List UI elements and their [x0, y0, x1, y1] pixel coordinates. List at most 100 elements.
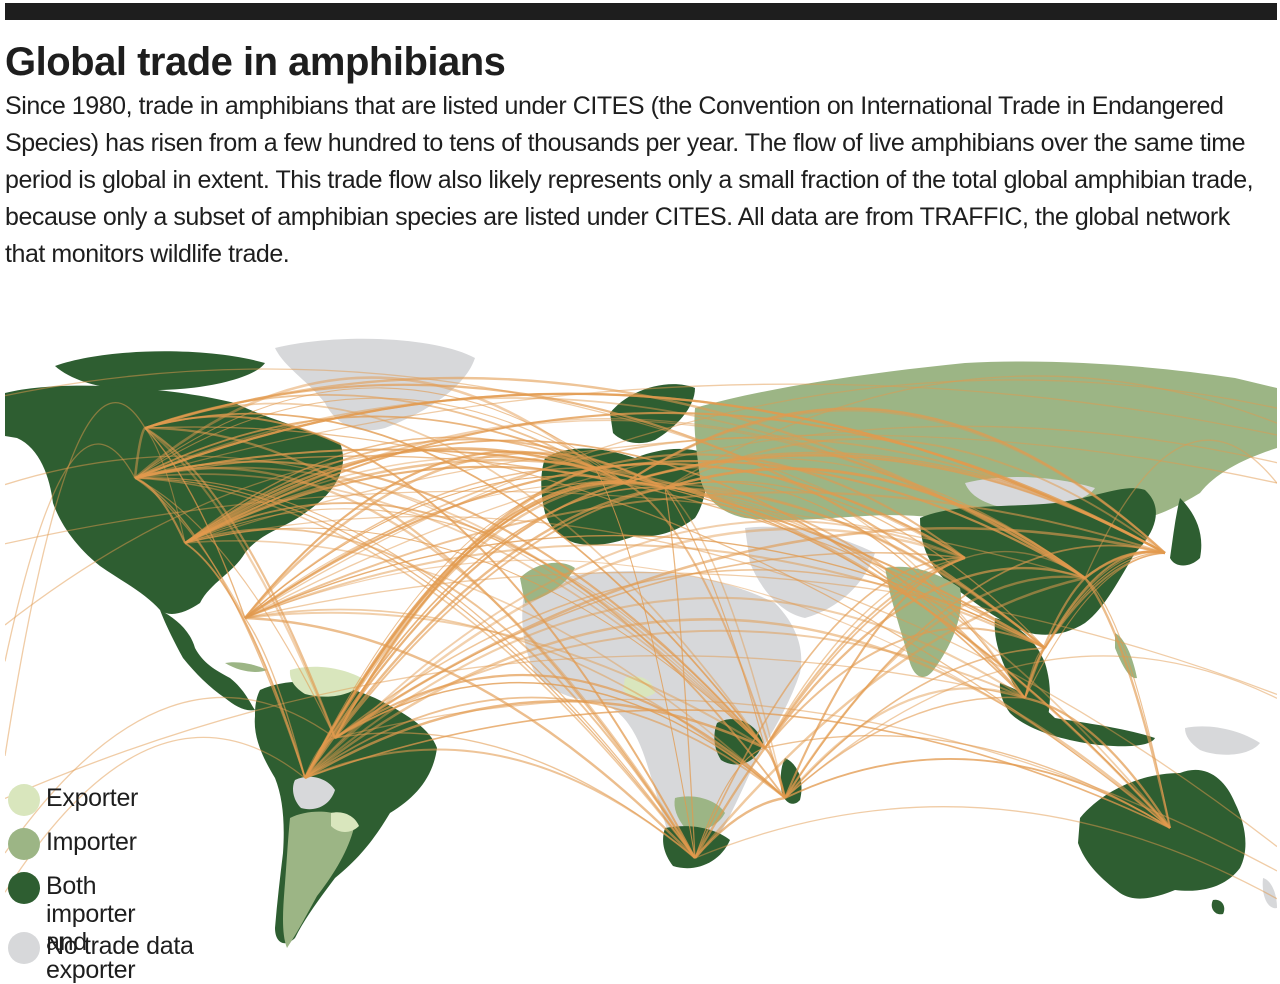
trade-flow-arc	[144, 427, 246, 619]
legend-item-exporter: Exporter	[8, 784, 138, 816]
region-west-africa-exporter	[623, 676, 655, 698]
trade-flow-arc	[244, 425, 1277, 619]
trade-flow-arc	[244, 611, 766, 749]
trade-flow-arc	[304, 486, 666, 779]
trade-flow-arc	[134, 466, 766, 749]
trade-flow-arc	[134, 383, 1277, 479]
trade-flow-arc	[664, 487, 1171, 829]
trade-flow-arc	[5, 455, 766, 749]
trade-flow-arc	[134, 477, 696, 859]
trade-flow-arc	[184, 418, 1086, 579]
trade-flow-arc	[664, 487, 786, 799]
trade-flow-arc	[134, 477, 306, 779]
region-canadian-arctic	[55, 351, 265, 391]
trade-flow-arc	[304, 709, 1171, 829]
trade-flow-arc	[334, 551, 966, 739]
trade-flow-arc	[664, 486, 1046, 649]
trade-flow-arc	[304, 699, 766, 780]
trade-flow-arc	[134, 477, 696, 859]
trade-flow-arc	[134, 455, 1046, 649]
region-paraguay-exporter	[331, 812, 359, 832]
trade-flow-arc	[304, 596, 1026, 779]
trade-flow-arc	[594, 467, 696, 859]
region-australia	[1078, 769, 1246, 899]
trade-flow-arc	[304, 519, 966, 779]
legend-label-no-data: No trade data	[46, 932, 194, 960]
trade-flow-arc	[784, 758, 1171, 829]
trade-flow-arc	[5, 449, 666, 626]
trade-flow-arc	[244, 559, 1171, 829]
trade-flow-arc	[184, 515, 1277, 848]
legend-item-both: Both importer and exporter	[8, 872, 136, 984]
trade-flow-arc	[244, 608, 786, 799]
trade-flow-arc	[664, 375, 1277, 489]
trade-flow-map	[5, 338, 1277, 948]
trade-flow-arc	[664, 487, 696, 859]
trade-flow-arc	[144, 412, 766, 749]
trade-flow-arc	[303, 486, 666, 779]
trade-flow-arc	[134, 477, 246, 619]
header-rule	[5, 3, 1277, 20]
trade-flow-arc	[244, 543, 1046, 649]
trade-flow-arc	[694, 806, 1277, 900]
trade-flow-arc	[244, 460, 1086, 619]
trade-flow-arc	[624, 455, 1166, 554]
region-new-guinea-no-data	[1185, 726, 1260, 755]
legend-swatch-importer	[8, 828, 40, 860]
legend-label-importer: Importer	[46, 828, 137, 856]
trade-flow-arc	[784, 687, 1026, 799]
trade-flow-arc	[5, 490, 1086, 579]
trade-flow-arc	[5, 368, 966, 559]
trade-flow-arc	[244, 379, 1277, 619]
trade-flow-arc	[764, 747, 787, 799]
region-russia-importer	[694, 361, 1277, 528]
legend-swatch-no-data	[8, 932, 40, 964]
trade-flow-arc	[694, 576, 1086, 859]
trade-flow-arc	[694, 557, 966, 859]
trade-flow-arc	[5, 696, 336, 854]
trade-flow-arc	[1084, 577, 1172, 829]
trade-flow-arc	[693, 566, 1086, 859]
trade-flow-arc	[304, 618, 1171, 829]
trade-flow-arc	[784, 647, 1046, 799]
trade-flow-arc	[244, 617, 306, 779]
trade-flow-arc	[334, 732, 696, 859]
trade-flow-arc	[134, 387, 626, 484]
region-new-zealand-no-data	[1262, 878, 1277, 909]
region-tasmania	[1211, 899, 1225, 915]
trade-flow-arc	[764, 557, 966, 749]
trade-flow-arc	[244, 534, 1046, 649]
trade-flow-arc	[134, 415, 626, 484]
trade-flow-arc	[5, 736, 306, 893]
trade-flow-arc	[184, 539, 786, 799]
trade-flow-arc	[784, 655, 1277, 799]
map-title: Global trade in amphibians	[5, 40, 506, 84]
trade-flow-lines	[5, 368, 1277, 900]
trade-flow-arc	[5, 402, 146, 756]
trade-flow-arc	[5, 443, 136, 662]
trade-flow-arc	[5, 655, 1026, 800]
trade-flow-arc	[133, 427, 147, 479]
region-japan	[1170, 498, 1202, 566]
legend-label-exporter: Exporter	[46, 784, 139, 812]
trade-flow-arc	[1044, 552, 1166, 649]
trade-flow-arc	[144, 426, 696, 859]
trade-flow-arc	[304, 481, 666, 779]
trade-flow-arc	[134, 477, 696, 859]
trade-flow-arc	[184, 436, 626, 544]
trade-flow-arc	[624, 482, 786, 799]
trade-flow-arc	[134, 477, 336, 739]
trade-flow-arc	[664, 467, 1086, 579]
legend-item-no-data: No trade data	[8, 932, 194, 964]
trade-flow-arc	[334, 673, 786, 799]
legend-swatch-exporter	[8, 784, 40, 816]
trade-flow-arc	[664, 487, 766, 749]
trade-flow-arc	[783, 575, 1086, 799]
trade-flow-arc	[624, 481, 1046, 649]
trade-flow-arc	[244, 450, 596, 619]
region-mexico-central-america	[160, 610, 255, 711]
trade-flow-arc	[134, 392, 1166, 555]
trade-flow-arc	[624, 407, 1166, 554]
trade-flow-arc	[144, 427, 337, 739]
trade-flow-arc	[144, 427, 337, 739]
